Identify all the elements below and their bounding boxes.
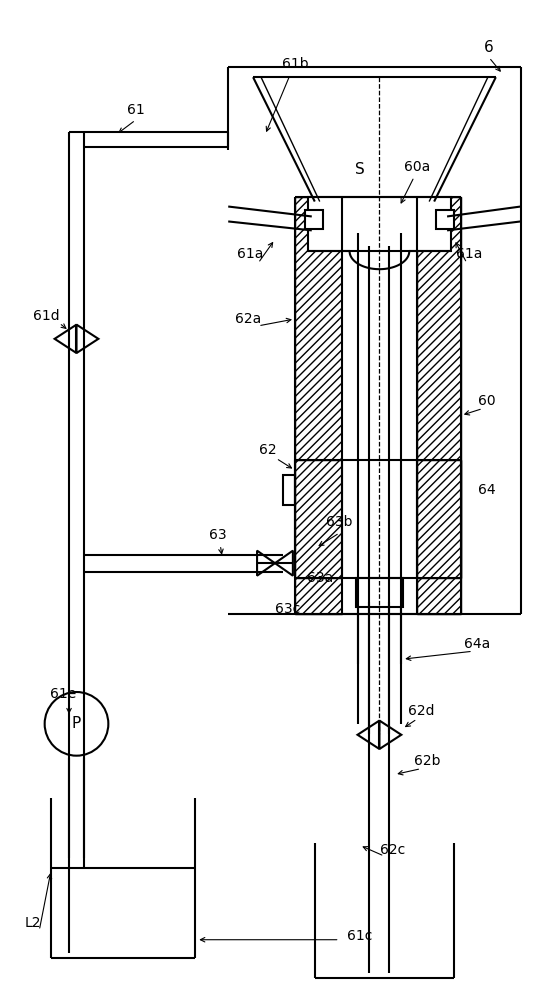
Bar [417, 197, 461, 614]
Text: 62c: 62c [380, 843, 405, 857]
Text: 64a: 64a [464, 637, 490, 651]
Bar [308, 197, 451, 251]
Text: 61b: 61b [281, 57, 308, 71]
Text: 63a: 63a [307, 571, 333, 585]
Bar [295, 197, 342, 614]
Bar [417, 460, 461, 578]
Text: 62a: 62a [235, 312, 261, 326]
Polygon shape [275, 551, 293, 576]
Text: 62d: 62d [408, 704, 434, 718]
Bar [305, 210, 323, 229]
Text: 6: 6 [484, 40, 494, 55]
Text: 61e: 61e [50, 687, 76, 701]
Text: 63: 63 [210, 528, 227, 542]
Text: 62: 62 [259, 443, 277, 457]
Polygon shape [357, 721, 379, 749]
Bar [342, 197, 417, 614]
Bar [283, 475, 295, 505]
Polygon shape [379, 721, 402, 749]
Polygon shape [77, 325, 99, 353]
Text: 60: 60 [478, 394, 496, 408]
Bar [295, 460, 342, 578]
Text: P: P [72, 716, 81, 731]
Text: 61a: 61a [237, 247, 263, 261]
Bar [342, 460, 417, 578]
Text: 64: 64 [478, 483, 496, 497]
Text: 61d: 61d [33, 309, 59, 323]
Bar [436, 210, 454, 229]
Bar [356, 578, 403, 607]
Text: 61c: 61c [347, 929, 372, 943]
Text: 60a: 60a [404, 160, 430, 174]
Text: S: S [355, 162, 364, 177]
Text: 63b: 63b [327, 515, 353, 529]
Text: L2: L2 [25, 916, 42, 930]
Polygon shape [54, 325, 77, 353]
Text: 61a: 61a [456, 247, 482, 261]
Text: 63c: 63c [275, 602, 301, 616]
Polygon shape [257, 551, 275, 576]
Circle shape [45, 692, 108, 756]
Text: 61: 61 [127, 103, 144, 117]
Text: 62b: 62b [414, 754, 440, 768]
